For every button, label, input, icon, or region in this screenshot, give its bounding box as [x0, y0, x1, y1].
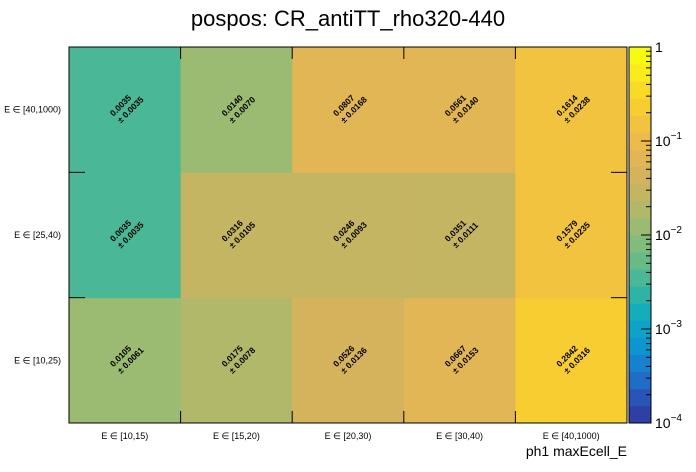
colorbar-swatch — [629, 200, 651, 219]
colorbar-tick-label: 10−1 — [655, 131, 682, 149]
axis-ticks — [68, 46, 628, 424]
colorbar-tick-label: 10−4 — [655, 413, 682, 431]
heatmap-cell — [69, 47, 182, 173]
colorbar-swatch — [629, 183, 651, 202]
colorbar-swatch — [629, 81, 651, 99]
x-tick-label: E ∈ [10,15) — [101, 431, 148, 441]
heatmap-cell — [403, 297, 516, 424]
heatmap-cell — [515, 172, 628, 299]
colorbar-swatch — [629, 149, 651, 168]
colorbar-tick-label: 10−3 — [655, 319, 682, 337]
heatmap-cell — [180, 172, 293, 299]
colorbar-swatch — [629, 371, 651, 390]
heatmap-cells — [69, 47, 628, 424]
colorbar-swatch — [629, 320, 651, 338]
heatmap-cell — [292, 47, 405, 173]
x-tick-label: E ∈ [30,40) — [436, 431, 483, 441]
colorbar-swatch — [629, 405, 651, 424]
colorbar-ticks: 1 10−1 10−2 10−3 10−4 — [641, 39, 682, 431]
x-tick-label: E ∈ [40,1000) — [543, 431, 600, 441]
y-tick-label: E ∈ [25,40) — [14, 230, 61, 240]
plot-frame — [68, 46, 628, 424]
x-tick-label: E ∈ [20,30) — [325, 431, 372, 441]
colorbar-tick-label: 10−2 — [655, 225, 682, 243]
heatmap-cell — [180, 47, 293, 173]
colorbar-swatch — [629, 269, 651, 287]
colorbar-tick-label: 1 — [655, 39, 663, 55]
colorbar-swatch — [629, 217, 651, 236]
colorbar-swatch — [629, 303, 651, 321]
x-tick-label: E ∈ [15,20) — [213, 431, 260, 441]
heatmap-cell — [292, 297, 405, 424]
colorbar-swatch — [629, 115, 651, 133]
colorbar — [628, 46, 652, 424]
heatmap-cell — [403, 47, 516, 173]
heatmap-cell — [403, 172, 516, 299]
heatmap-cell — [292, 172, 405, 299]
colorbar-swatch — [629, 47, 651, 65]
heatmap-cell — [515, 47, 628, 173]
y-tick-labels: E ∈ [10,25) E ∈ [25,40) E ∈ [40,1000) — [4, 105, 61, 366]
colorbar-swatch — [629, 132, 651, 150]
heatmap-cell — [69, 172, 182, 299]
heatmap-cell — [515, 297, 628, 424]
x-tick-labels: E ∈ [10,15) E ∈ [15,20) E ∈ [20,30) E ∈ [30… — [101, 431, 599, 441]
y-tick-label: E ∈ [10,25) — [14, 355, 61, 365]
heatmap-cell — [180, 297, 293, 424]
colorbar-swatch — [629, 337, 651, 356]
colorbar-swatch — [629, 252, 651, 270]
y-tick-label: E ∈ [40,1000) — [4, 105, 61, 115]
x-axis-label: ph1 maxEcell_E — [526, 443, 627, 459]
colorbar-swatch — [629, 286, 651, 304]
heatmap-cell — [69, 297, 182, 424]
chart-title: pospos: CR_antiTT_rho320-440 — [191, 6, 505, 31]
colorbar-swatch — [629, 98, 651, 116]
colorbar-swatch — [629, 388, 651, 407]
colorbar-swatch — [629, 354, 651, 373]
colorbar-swatch — [629, 64, 651, 82]
colorbar-swatch — [629, 235, 651, 253]
colorbar-swatch — [629, 166, 651, 185]
